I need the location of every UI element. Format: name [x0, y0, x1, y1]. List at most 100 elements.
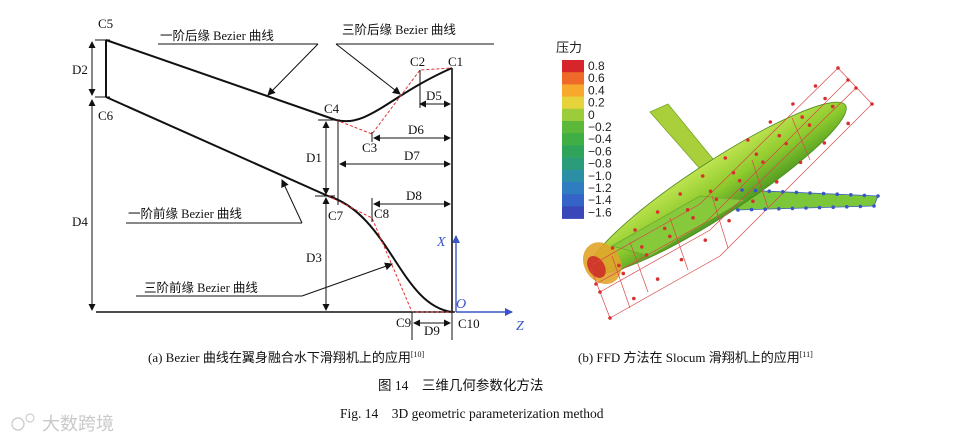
wing-control-point: [817, 205, 822, 210]
watermark-logo-icon: [11, 417, 25, 431]
ffd-control-points: [588, 66, 874, 320]
pressure-legend: 0.80.60.40.20−0.2−0.4−0.6−0.8−1.0−1.2−1.…: [562, 59, 612, 219]
figure-a-diagram: X Z O C1 C2 C3 C4 C5 C6 C7 C8 C9 C10 D1 …: [72, 16, 524, 340]
leader-first-trailing: [267, 43, 319, 96]
leader-third-leading: [301, 262, 393, 297]
point-label-c4: C4: [324, 101, 340, 116]
wing-control-point: [753, 188, 758, 193]
leader-third-trailing: [335, 43, 401, 95]
ffd-control-point: [731, 170, 736, 175]
legend-title: 压力: [556, 40, 582, 55]
leader-first-leading: [281, 179, 303, 224]
ffd-control-point: [822, 141, 827, 145]
legend-swatch: [562, 194, 584, 207]
ffd-control-point: [813, 84, 818, 88]
ffd-control-point: [610, 246, 615, 250]
legend-tick-label: 0.4: [588, 83, 605, 97]
wing-control-point: [872, 204, 876, 208]
ffd-control-point: [655, 210, 660, 214]
ffd-control-point: [836, 66, 840, 70]
legend-swatch: [562, 206, 584, 219]
caption-b: (b) FFD 方法在 Slocum 滑翔机上的应用[11]: [578, 350, 813, 365]
dim-label-d1: D1: [306, 150, 322, 165]
ffd-control-point: [678, 192, 682, 196]
point-label-c1: C1: [448, 54, 463, 69]
ffd-control-point: [737, 178, 742, 183]
ffd-control-point: [691, 216, 695, 220]
dim-label-d3: D3: [306, 250, 322, 265]
wing-control-point: [790, 206, 795, 211]
wing-control-point: [763, 207, 767, 211]
ffd-control-point: [700, 174, 705, 178]
wing-control-point: [804, 206, 808, 210]
anno-first-order-trailing: 一阶后缘 Bezier 曲线: [160, 29, 274, 43]
dim-label-d9: D9: [424, 323, 440, 338]
legend-tick-label: −0.6: [588, 144, 612, 158]
ffd-lattice: [589, 67, 873, 319]
ffd-control-point: [854, 86, 858, 90]
ffd-control-point: [662, 226, 667, 231]
wing-control-point: [858, 204, 863, 209]
legend-tick-label: −0.8: [588, 157, 612, 171]
wing-control-point: [736, 208, 740, 212]
x-axis-label: X: [436, 235, 446, 250]
ffd-control-point: [800, 115, 804, 119]
figure-title-en: Fig. 14 3D geometric parameterization me…: [340, 406, 604, 421]
point-label-c5: C5: [98, 16, 113, 31]
dim-label-d2: D2: [72, 62, 88, 77]
ffd-control-point: [870, 102, 874, 106]
trailing-third-order-curve: [335, 67, 453, 123]
legend-swatch: [562, 133, 584, 146]
point-label-c9: C9: [396, 315, 411, 330]
legend-tick-label: −0.2: [588, 120, 612, 134]
wing-control-point: [831, 205, 835, 209]
point-label-c6: C6: [98, 108, 114, 123]
wing-control-point: [862, 193, 867, 198]
point-label-c7: C7: [328, 208, 344, 223]
ffd-control-point: [633, 228, 637, 232]
legend-tick-label: −1.4: [588, 193, 612, 207]
wing-control-point: [767, 189, 771, 193]
ffd-control-point: [632, 296, 636, 301]
point-label-c3: C3: [362, 140, 377, 155]
ffd-control-point: [846, 78, 850, 82]
ffd-control-point: [774, 180, 779, 184]
figure-title-cn: 图 14 三维几何参数化方法: [378, 377, 543, 393]
dim-label-d8: D8: [406, 188, 422, 203]
dim-label-d4: D4: [72, 214, 88, 229]
ffd-control-point: [640, 245, 644, 249]
legend-swatch: [562, 121, 584, 134]
legend-swatch: [562, 108, 584, 122]
legend-swatch: [562, 169, 584, 183]
anno-third-order-trailing: 三阶后缘 Bezier 曲线: [342, 23, 456, 37]
wing-control-point: [777, 207, 781, 211]
ffd-control-point: [594, 282, 598, 286]
dim-label-d6: D6: [408, 122, 424, 137]
wing-control-point: [740, 188, 744, 192]
caption-a: (a) Bezier 曲线在翼身融合水下滑翔机上的应用[10]: [148, 350, 425, 365]
legend-swatch: [562, 182, 584, 195]
legend-swatch: [562, 157, 584, 171]
trailing-first-order-curve: [105, 39, 337, 121]
ffd-control-point: [761, 160, 765, 164]
ffd-control-point: [830, 104, 835, 109]
legend-tick-label: −1.2: [588, 181, 612, 195]
ffd-control-point: [708, 189, 713, 194]
legend-swatch: [562, 96, 584, 110]
ffd-control-point: [668, 234, 672, 239]
origin-label: O: [456, 297, 466, 312]
ffd-control-point: [723, 156, 728, 160]
ffd-control-point: [655, 277, 660, 281]
legend-tick-label: −1.6: [588, 205, 612, 219]
figure-b-render: 压力 0.80.60.40.20−0.2−0.4−0.6−0.8−1.0−1.2…: [556, 40, 880, 320]
legend-tick-label: 0.2: [588, 96, 605, 110]
watermark-text: 大数跨境: [42, 414, 114, 435]
watermark: 大数跨境: [11, 413, 114, 435]
ffd-control-point: [714, 197, 719, 202]
ffd-control-point: [598, 290, 602, 294]
dim-label-d7: D7: [404, 148, 420, 163]
point-label-c8: C8: [374, 206, 389, 221]
ffd-control-point: [823, 96, 827, 101]
legend-tick-label: 0.6: [588, 71, 605, 85]
